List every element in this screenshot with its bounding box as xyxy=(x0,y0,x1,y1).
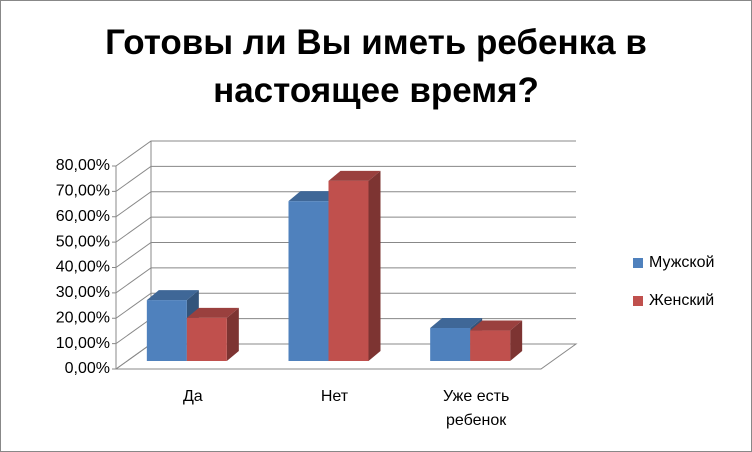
legend-label: Мужской xyxy=(649,254,714,271)
y-tick-label: 50,00% xyxy=(56,233,110,250)
bar-side xyxy=(368,170,381,361)
bar-side xyxy=(510,320,523,361)
grid-line xyxy=(115,267,576,294)
bar xyxy=(186,317,227,361)
grid-line xyxy=(115,292,576,319)
bar-side xyxy=(226,307,239,361)
grid-line xyxy=(115,165,576,192)
x-tick-label: Да xyxy=(182,388,203,405)
y-tick-label: 60,00% xyxy=(56,208,110,225)
legend-label: Женский xyxy=(649,292,714,309)
x-tick-label: Нет xyxy=(320,388,349,405)
x-tick-label: Уже есть ребенок xyxy=(443,388,510,429)
legend-swatch xyxy=(633,258,643,268)
bar xyxy=(470,330,511,361)
bar xyxy=(328,180,369,361)
y-tick-label: 80,00% xyxy=(56,157,110,174)
y-tick-label: 40,00% xyxy=(56,259,110,276)
bar-top xyxy=(430,318,483,329)
y-tick-label: 10,00% xyxy=(56,335,110,352)
bar xyxy=(430,328,471,361)
chart-title: Готовы ли Вы иметь ребенка в настоящее в… xyxy=(105,23,647,110)
y-tick-label: 30,00% xyxy=(56,284,110,301)
grid-line xyxy=(115,191,576,218)
bar-top xyxy=(328,170,381,181)
bar-top xyxy=(146,290,199,301)
y-tick-label: 0,00% xyxy=(65,360,110,377)
y-tick-label: 20,00% xyxy=(56,309,110,326)
bar-top xyxy=(288,191,341,202)
bar-top xyxy=(186,307,239,318)
bar xyxy=(146,300,187,361)
bar-top xyxy=(470,320,523,331)
grid-line xyxy=(115,140,576,167)
legend-swatch xyxy=(633,296,643,306)
bar xyxy=(288,201,329,361)
grid-line xyxy=(115,242,576,268)
grid-line xyxy=(115,216,576,243)
y-tick-label: 70,00% xyxy=(56,183,110,200)
